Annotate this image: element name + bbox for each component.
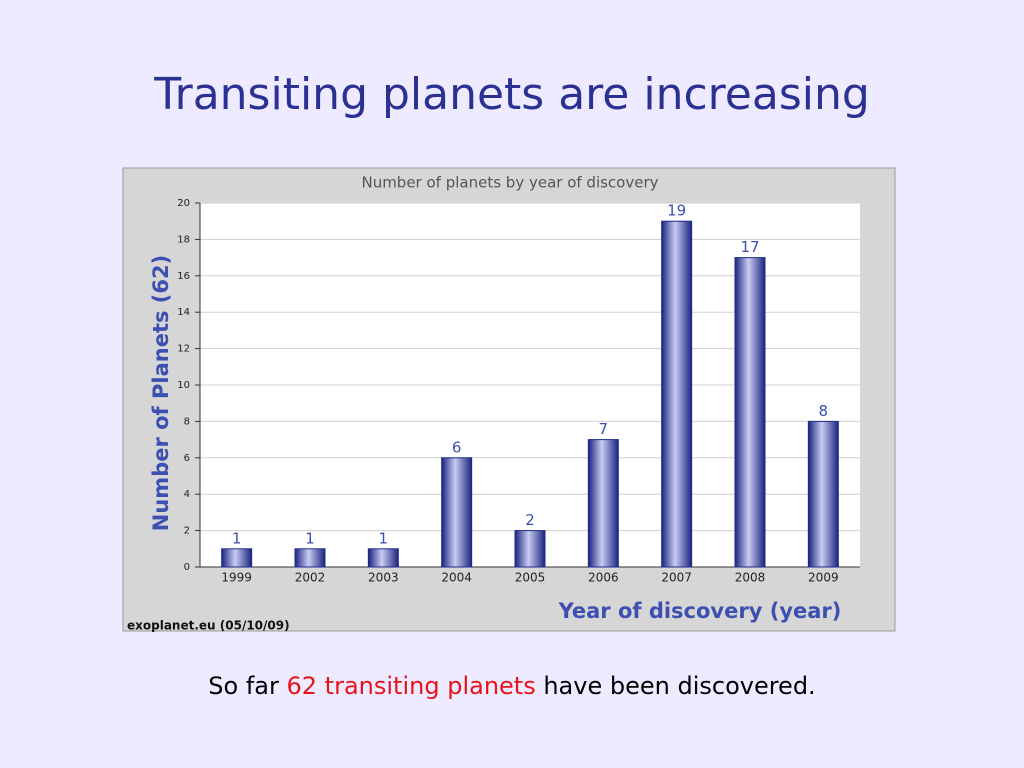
data-label: 2 [525, 511, 535, 529]
bar [221, 548, 253, 568]
x-tick-label: 1999 [221, 571, 252, 585]
x-tick-label: 2008 [735, 571, 766, 585]
y-tick-label: 10 [177, 380, 190, 391]
y-tick-label: 6 [184, 453, 190, 464]
data-label: 1 [305, 529, 315, 547]
source-note: exoplanet.eu (05/10/09) [127, 619, 290, 633]
data-label: 8 [819, 402, 829, 420]
x-axis-label: Year of discovery (year) [558, 599, 842, 623]
slide-title: Transiting planets are increasing [153, 69, 870, 120]
y-tick-label: 16 [177, 271, 190, 282]
x-tick-label: 2006 [588, 571, 619, 585]
data-label: 17 [740, 238, 759, 256]
bar [807, 420, 839, 568]
y-tick-label: 18 [177, 234, 190, 245]
y-tick-label: 4 [184, 489, 190, 500]
y-tick-label: 0 [184, 562, 190, 573]
bar [441, 457, 473, 568]
data-label: 1 [379, 529, 389, 547]
x-tick-label: 2002 [295, 571, 326, 585]
y-tick-label: 20 [177, 198, 190, 209]
bar [587, 439, 619, 568]
data-label: 19 [667, 202, 686, 220]
x-tick-label: 2005 [515, 571, 546, 585]
bar [294, 548, 326, 568]
y-tick-label: 14 [177, 307, 190, 318]
x-tick-label: 2007 [661, 571, 692, 585]
caption-highlight: 62 transiting planets [286, 672, 536, 700]
x-tick-label: 2004 [441, 571, 472, 585]
x-tick-label: 2003 [368, 571, 399, 585]
caption: So far 62 transiting planets have been d… [0, 672, 1024, 700]
bar [661, 220, 693, 568]
y-tick-label: 12 [177, 344, 190, 355]
caption-text: have been discovered. [543, 672, 816, 700]
bar [734, 257, 766, 568]
data-label: 6 [452, 438, 462, 456]
chart-title: Number of planets by year of discovery [361, 174, 658, 192]
y-axis-label: Number of Planets (62) [149, 255, 173, 531]
data-label: 1 [232, 529, 242, 547]
caption-text: So far [208, 672, 279, 700]
y-tick-label: 2 [184, 526, 190, 537]
bar [514, 530, 546, 568]
data-label: 7 [599, 420, 609, 438]
x-tick-label: 2009 [808, 571, 839, 585]
y-tick-label: 8 [184, 416, 190, 427]
bar [367, 548, 399, 568]
